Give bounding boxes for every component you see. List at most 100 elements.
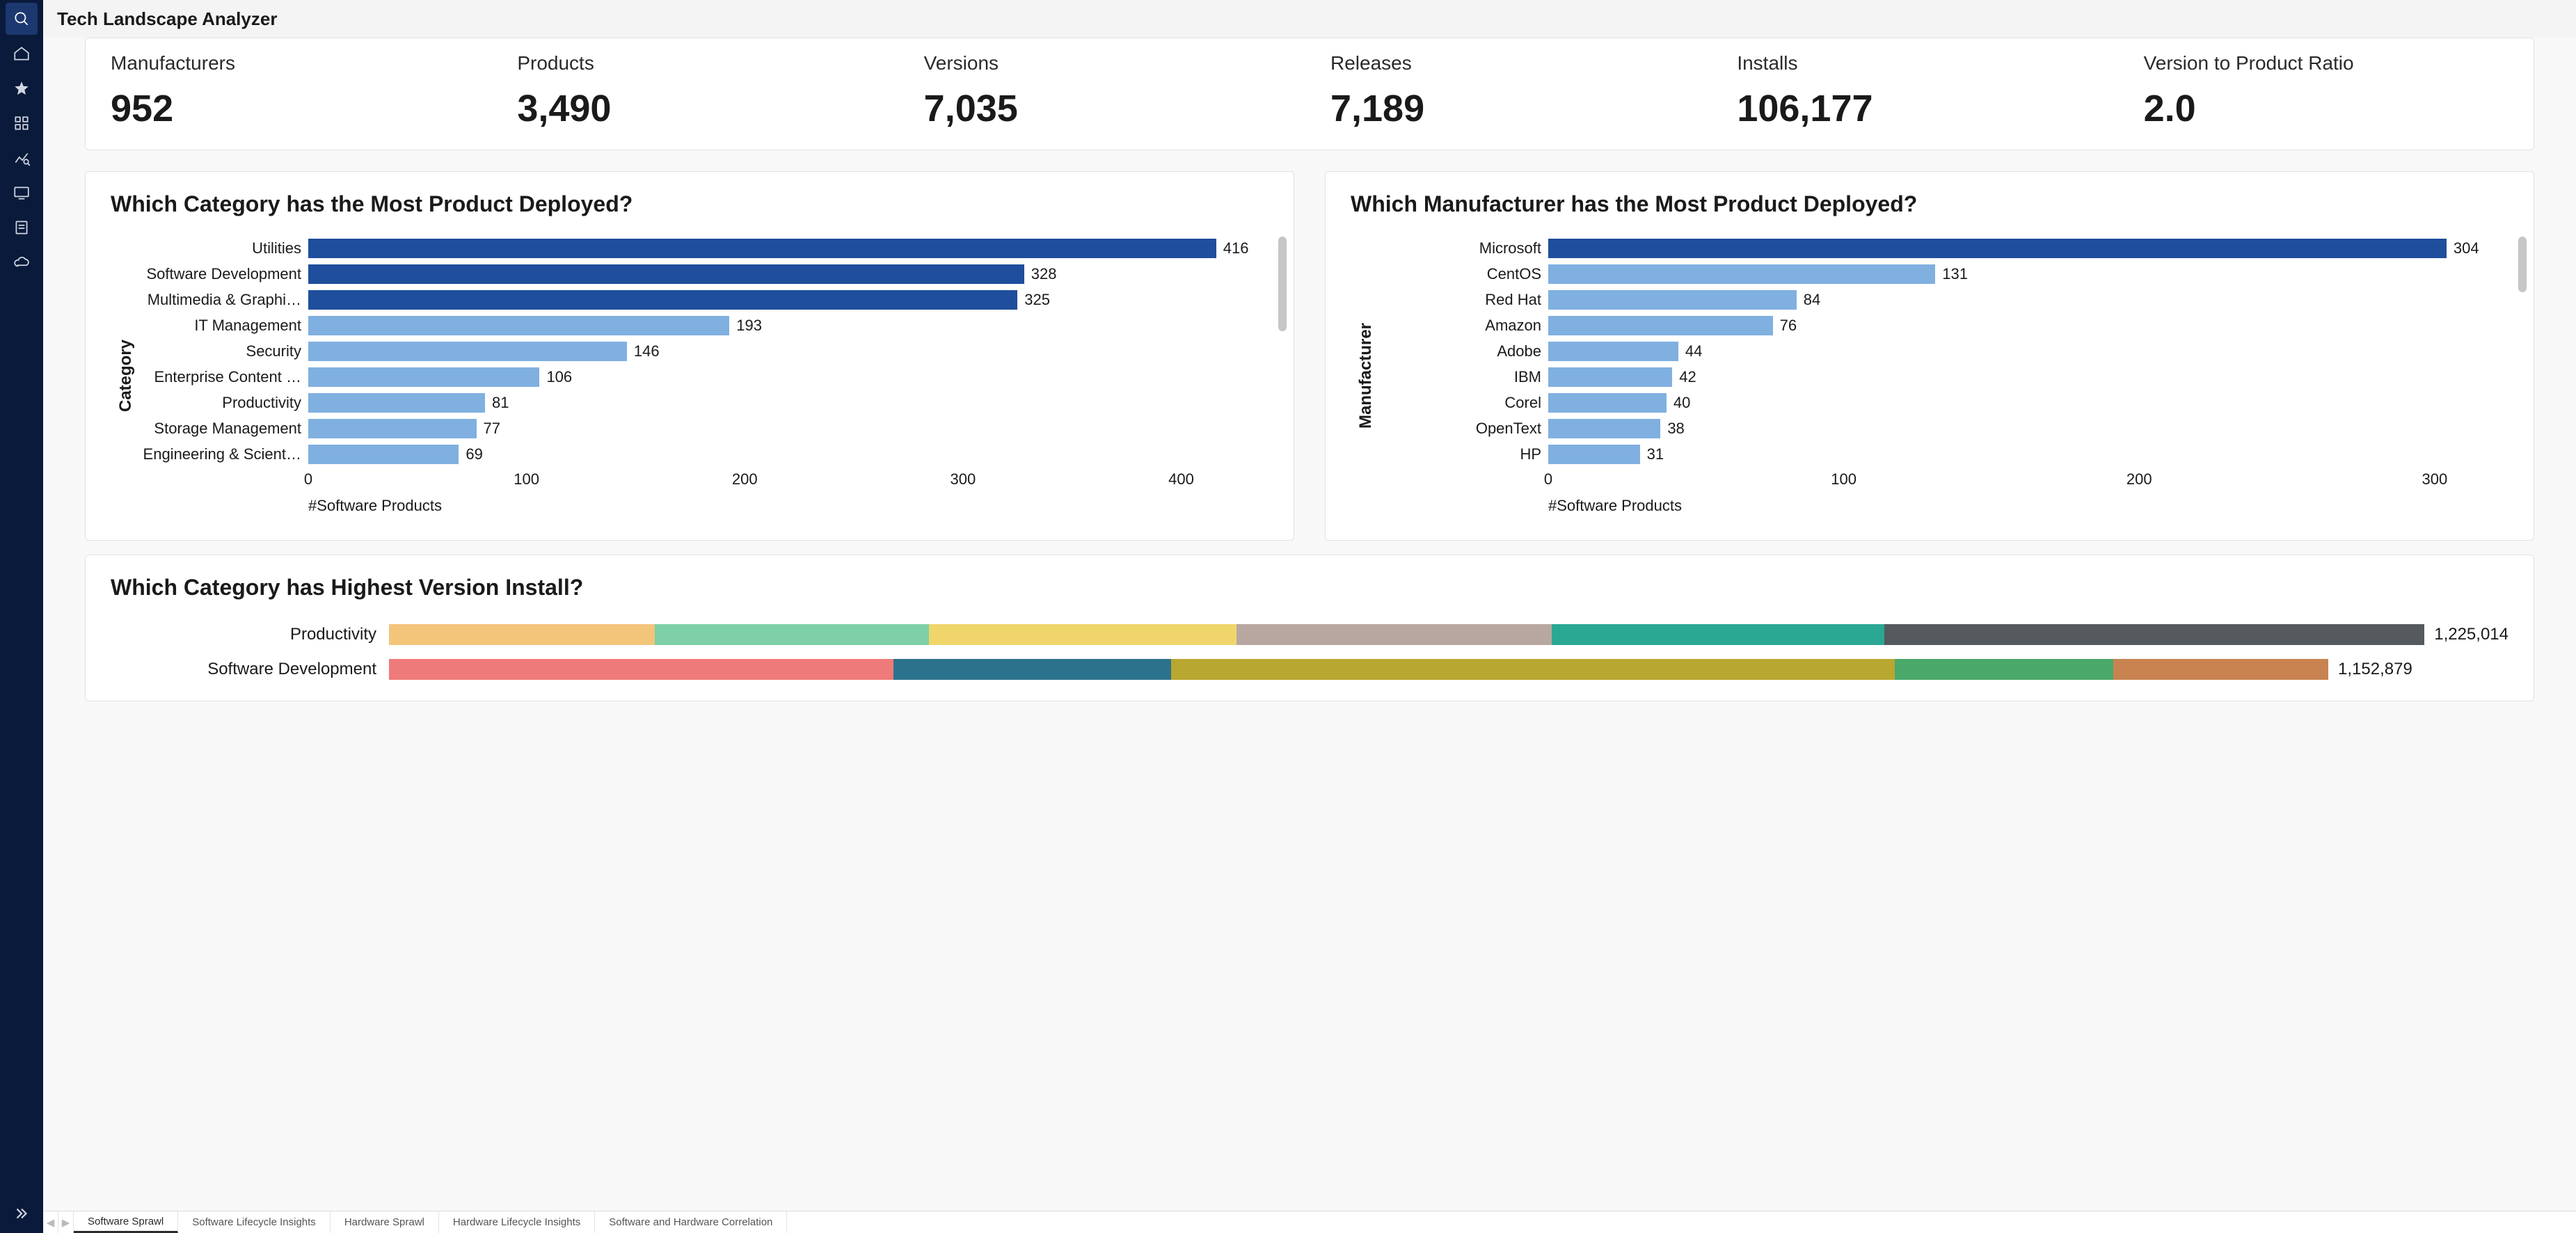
metric-label: Version to Product Ratio xyxy=(2144,52,2509,74)
chart-bar-row[interactable]: Red Hat84 xyxy=(1381,288,2509,312)
chart-scrollbar-thumb[interactable] xyxy=(2518,237,2527,292)
chart-bar-row[interactable]: Amazon 76 xyxy=(1381,314,2509,337)
metric: Manufacturers952 xyxy=(111,52,475,130)
chart-bar-row[interactable]: Software Development328 xyxy=(141,262,1269,286)
axis-tick: 400 xyxy=(1168,470,1194,488)
nav-favorites[interactable] xyxy=(6,72,38,104)
bar-category-label: Storage Management xyxy=(141,420,308,438)
sheet-tab[interactable]: Hardware Lifecycle Insights xyxy=(439,1211,595,1233)
chart-bar-row[interactable]: Multimedia & Graphi… 325 xyxy=(141,288,1269,312)
bar-value-label: 1,225,014 xyxy=(2434,625,2509,644)
axis-tick: 0 xyxy=(304,470,312,488)
nav-notes[interactable] xyxy=(6,212,38,244)
nav-home[interactable] xyxy=(6,38,38,70)
bar-category-label: Amazon xyxy=(1381,317,1548,335)
axis-tick: 200 xyxy=(2126,470,2152,488)
bar-segment[interactable] xyxy=(389,624,655,645)
nav-cloud[interactable] xyxy=(6,246,38,278)
bar-value-label: 76 xyxy=(1780,317,1797,335)
metric-value: 106,177 xyxy=(1737,87,2101,130)
metric-label: Products xyxy=(517,52,882,74)
bar-segment[interactable] xyxy=(1895,659,2113,680)
metric-value: 3,490 xyxy=(517,87,882,130)
metric-label: Versions xyxy=(924,52,1289,74)
chart-bar-row[interactable]: Storage Management 77 xyxy=(141,417,1269,440)
nav-expand[interactable] xyxy=(6,1201,38,1226)
bar-value-label: 31 xyxy=(1647,445,1664,463)
sheet-tab[interactable]: Software Sprawl xyxy=(74,1211,178,1233)
bar-value-label: 42 xyxy=(1679,368,1696,386)
bar-segment[interactable] xyxy=(1237,624,1552,645)
chart-bar-row[interactable]: OpenText38 xyxy=(1381,417,2509,440)
chart-bar-row[interactable]: HP 31 xyxy=(1381,443,2509,466)
bar-category-label: Engineering & Scient… xyxy=(141,445,308,463)
metric: Products 3,490 xyxy=(517,52,882,130)
bar xyxy=(1548,264,1935,284)
chart-scrollbar-thumb[interactable] xyxy=(1278,237,1287,331)
x-axis-title: #Software Products xyxy=(308,497,442,515)
y-axis-title: Manufacturer xyxy=(1351,237,1381,515)
stacked-bar xyxy=(389,659,2328,680)
chart-bar-row[interactable]: CentOS131 xyxy=(1381,262,2509,286)
bar-segment[interactable] xyxy=(893,659,1171,680)
chart-bar-row[interactable]: Productivity81 xyxy=(141,391,1269,415)
metrics-card: Manufacturers952 Products 3,490 Versions 7,0… xyxy=(85,38,2534,150)
bar-category-label: Multimedia & Graphi… xyxy=(141,291,308,309)
chart-bar-row[interactable]: Utilities416 xyxy=(141,237,1269,260)
bar xyxy=(308,290,1017,310)
metric: Version to Product Ratio 2.0 xyxy=(2144,52,2509,130)
chart-bar-row[interactable]: Adobe44 xyxy=(1381,340,2509,363)
bar-value-label: 84 xyxy=(1804,291,1820,309)
chart-bar-row[interactable]: Security 146 xyxy=(141,340,1269,363)
home-icon xyxy=(13,45,31,63)
top-bar: Tech Landscape Analyzer xyxy=(43,0,2576,38)
metric-label: Releases xyxy=(1330,52,1695,74)
bar-value-label: 325 xyxy=(1024,291,1050,309)
bar-segment[interactable] xyxy=(2113,659,2328,680)
sheet-tab[interactable]: Software and Hardware Correlation xyxy=(595,1211,787,1233)
bar xyxy=(308,342,627,361)
apps-icon xyxy=(13,114,31,132)
chart-bar-row[interactable]: Microsoft304 xyxy=(1381,237,2509,260)
chart-bar-row[interactable]: Corel40 xyxy=(1381,391,2509,415)
bar-segment[interactable] xyxy=(1552,624,1884,645)
scroll-area[interactable]: Manufacturers952 Products 3,490 Versions 7,0… xyxy=(43,38,2576,1211)
sheet-tab[interactable]: Hardware Sprawl xyxy=(331,1211,439,1233)
nav-devices[interactable] xyxy=(6,177,38,209)
bar-value-label: 146 xyxy=(634,342,660,360)
bar-segment[interactable] xyxy=(1171,659,1895,680)
bar-value-label: 77 xyxy=(484,420,500,438)
bar-value-label: 44 xyxy=(1685,342,1702,360)
bar-value-label: 304 xyxy=(2454,239,2479,257)
sheet-nav-next[interactable]: ▶ xyxy=(58,1211,74,1233)
chart-bar-row[interactable]: Engineering & Scient…69 xyxy=(141,443,1269,466)
bar-segment[interactable] xyxy=(655,624,929,645)
analytics-icon xyxy=(13,149,31,167)
bar-segment[interactable] xyxy=(389,659,893,680)
nav-analytics[interactable] xyxy=(6,142,38,174)
metric-value: 2.0 xyxy=(2144,87,2509,130)
sheet-tab[interactable]: Software Lifecycle Insights xyxy=(178,1211,331,1233)
bar-category-label: Security xyxy=(141,342,308,360)
manufacturer-chart-card: Which Manufacturer has the Most Product … xyxy=(1325,171,2534,541)
bar-category-label: HP xyxy=(1381,445,1548,463)
chart-bar-row[interactable]: IT Management193 xyxy=(141,314,1269,337)
chart-bar-row[interactable]: IBM 42 xyxy=(1381,365,2509,389)
bar-segment[interactable] xyxy=(929,624,1237,645)
bar-value-label: 40 xyxy=(1673,394,1690,412)
note-icon xyxy=(13,218,31,237)
bar-category-label: CentOS xyxy=(1381,265,1548,283)
metric-value: 7,035 xyxy=(924,87,1289,130)
search-icon xyxy=(13,10,31,28)
bar-category-label: IBM xyxy=(1381,368,1548,386)
sheet-nav-prev[interactable]: ◀ xyxy=(43,1211,58,1233)
nav-apps[interactable] xyxy=(6,107,38,139)
chart-bar-row[interactable]: Enterprise Content …106 xyxy=(141,365,1269,389)
bar-segment[interactable] xyxy=(1884,624,2424,645)
nav-search[interactable] xyxy=(6,3,38,35)
stacked-bar xyxy=(389,624,2424,645)
bar-value-label: 416 xyxy=(1223,239,1249,257)
bar-category-label: Productivity xyxy=(111,625,389,644)
bar xyxy=(308,445,459,464)
axis-tick: 200 xyxy=(732,470,758,488)
